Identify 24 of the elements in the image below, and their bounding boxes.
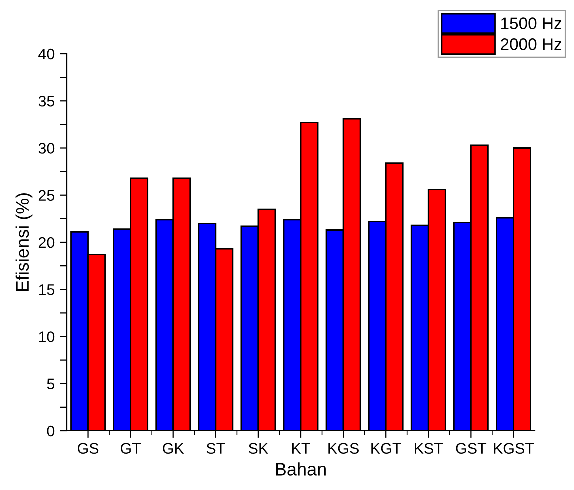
x-tick-label: GT: [120, 443, 142, 454]
x-tick-label: SK: [248, 443, 268, 454]
y-tick-label: 40: [38, 48, 55, 60]
y-tick-label: 25: [38, 190, 55, 202]
x-tick-label: KST: [415, 443, 444, 454]
y-tick-label: 35: [38, 96, 55, 107]
y-tick-label: 5: [47, 378, 55, 390]
x-tick-label: GK: [163, 443, 184, 454]
x-tick-label: GS: [78, 443, 99, 454]
y-tick-label: 0: [47, 426, 55, 437]
y-tick-label: 10: [39, 332, 55, 342]
x-tick-label: GST: [456, 443, 487, 454]
x-tick-label: KGS: [328, 443, 359, 454]
x-axis-title: Bahan: [276, 462, 326, 476]
x-tick-label: KT: [292, 443, 310, 454]
y-tick-label: 20: [38, 237, 55, 248]
legend-label: 2000 Hz: [501, 38, 562, 50]
x-tick-label: KGT: [372, 443, 402, 454]
y-tick-label: 15: [39, 284, 55, 296]
y-tick-label: 30: [38, 143, 55, 154]
x-tick-label: ST: [206, 443, 226, 454]
x-tick-label: KGST: [494, 443, 534, 454]
legend-label: 1500 Hz: [502, 18, 562, 30]
y-axis-title: Efisiensi (%): [16, 193, 33, 292]
